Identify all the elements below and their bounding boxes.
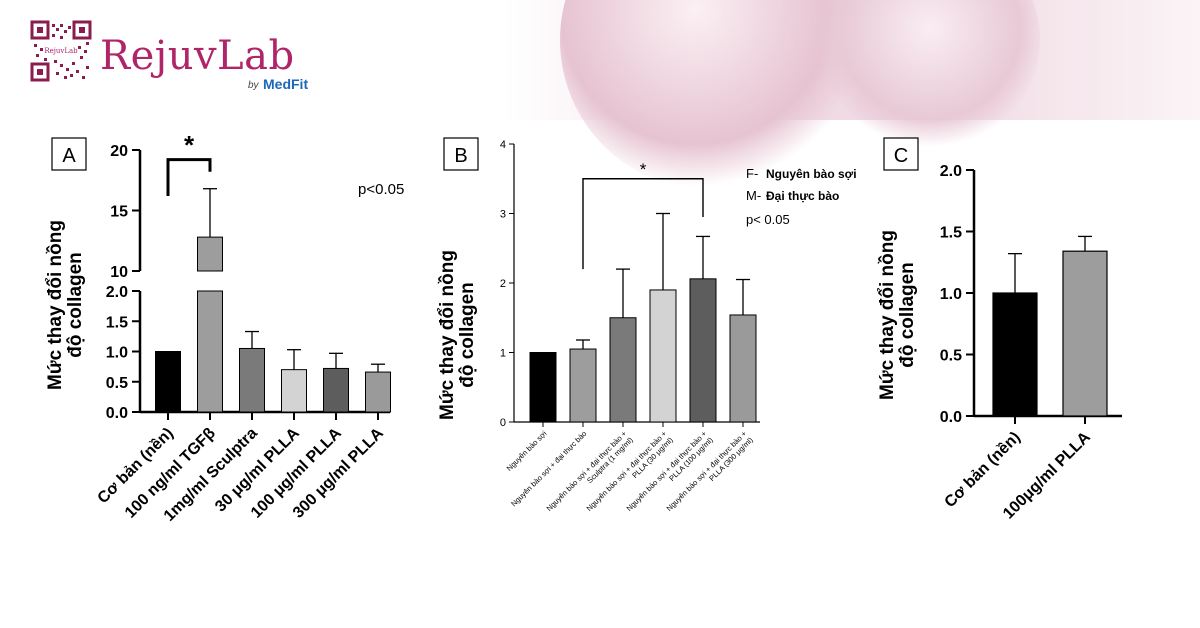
qr-module [52, 24, 55, 27]
significance-star: * [184, 130, 195, 160]
p-value-annotation: p< 0.05 [746, 212, 790, 227]
qr-module [72, 62, 75, 65]
panel-label-box [883, 137, 919, 171]
qr-module [68, 26, 71, 29]
bar [155, 351, 181, 413]
y-tick-label: 4 [500, 139, 506, 151]
significance-star: * [640, 160, 647, 179]
qr-code-icon: RejuvLab [30, 20, 92, 82]
bar [365, 371, 391, 413]
x-tick-label-line: Nguyên bào sợi + đại thực bào [509, 429, 588, 508]
bar [609, 317, 637, 423]
x-tick-label-line: Nguyên bào sợi + đại thực bào + [545, 429, 629, 513]
y-tick-label: 1.5 [940, 225, 962, 242]
qr-module [64, 76, 67, 79]
brand-logo: RejuvLab [100, 33, 295, 79]
bar [323, 367, 349, 413]
y-tick-label: 0 [500, 417, 506, 429]
qr-module [60, 64, 63, 67]
qr-module [86, 66, 89, 69]
y-tick-label: 0.5 [106, 375, 128, 392]
y-axis-label: Mức thay đổi nồngđộ collagen [437, 250, 478, 420]
bar [569, 348, 597, 423]
panel-label: C [894, 145, 908, 167]
qr-module [44, 58, 47, 61]
y-tick-label: 0.0 [940, 409, 962, 426]
chart-b: B Mức thay đổi nồngđộ collagen 0 1 2 3 4 Nguyên… [437, 137, 857, 513]
bar [689, 278, 717, 423]
qr-module [56, 28, 59, 31]
qr-module [76, 70, 79, 73]
qr-module [60, 24, 63, 27]
qr-module [56, 72, 59, 75]
panel-label: B [454, 145, 467, 167]
qr-module [82, 76, 85, 79]
y-tick-label: 1 [500, 348, 506, 360]
y-axis-label-line2: độ collagen [65, 252, 86, 358]
qr-logo-text: RejuvLab [44, 47, 78, 55]
legend-key: F- [746, 166, 758, 181]
bar [197, 290, 223, 413]
y-tick-label: 2 [500, 278, 506, 290]
y-tick-label: 1.0 [106, 345, 128, 362]
qr-module [70, 74, 73, 77]
partner-logo: MedFit [263, 76, 309, 92]
y-axis-label-line1: Mức thay đổi nồng [45, 220, 66, 390]
x-tick-label: Nguyên bào sợi + đại thực bào [509, 429, 588, 508]
bar [281, 369, 307, 413]
qr-module [60, 36, 63, 39]
y-axis-label-line1: Mức thay đổi nồng [437, 250, 458, 420]
bar [197, 236, 223, 272]
y-tick-label: 1.0 [940, 286, 962, 303]
y-axis-label: Mức thay đổi nồngđộ collagen [877, 230, 918, 400]
qr-module [64, 30, 67, 33]
panel-label-box [51, 137, 87, 171]
y-tick-label: 1.5 [106, 314, 128, 331]
bar [239, 347, 265, 413]
qr-module [54, 60, 57, 63]
header-banner [0, 0, 1200, 190]
significance-bracket [166, 158, 212, 196]
qr-module [66, 68, 69, 71]
y-tick-label: 2.0 [940, 163, 962, 180]
qr-module [86, 42, 89, 45]
panel-label: A [62, 145, 76, 167]
y-tick-label: 20 [110, 143, 128, 160]
y-axis-label: Mức thay đổi nồngđộ collagen [45, 220, 86, 390]
y-tick-label: 2.0 [106, 284, 128, 301]
x-tick-label-line: Nguyên bào sợi [505, 429, 549, 473]
y-tick-label: 3 [500, 209, 506, 221]
bar [649, 289, 677, 423]
y-tick-label: 0.5 [940, 348, 962, 365]
legend-text: Đại thực bào [766, 189, 839, 203]
bar [1062, 250, 1108, 417]
significance-bracket [582, 178, 704, 270]
qr-module [40, 48, 43, 51]
qr-module [80, 56, 83, 59]
p-value-annotation: p<0.05 [358, 181, 404, 198]
y-axis-label-line2: độ collagen [897, 262, 918, 368]
brand-by: by [248, 80, 259, 91]
bar [729, 314, 757, 423]
legend-key: M- [746, 188, 761, 203]
bar [992, 292, 1038, 417]
y-tick-label: 15 [110, 204, 128, 221]
panel-label-box [443, 137, 479, 171]
bar [529, 352, 557, 423]
chart-c: C Mức thay đổi nồngđộ collagen 0.0 0.5 1.0 1.… [877, 137, 1122, 523]
x-tick-label: Nguyên bào sợi [505, 429, 549, 473]
y-axis-label-line2: độ collagen [457, 282, 478, 388]
qr-module [84, 50, 87, 53]
chart-a: A Mức thay đổi nồngđộ collagen 0.0 0.5 1.0 1.… [45, 130, 404, 525]
qr-module [52, 34, 55, 37]
y-tick-label: 10 [110, 264, 128, 281]
qr-module [34, 44, 37, 47]
legend-text: Nguyên bào sợi [766, 167, 857, 181]
y-axis-label-line1: Mức thay đổi nồng [877, 230, 898, 400]
qr-module [36, 54, 39, 57]
y-tick-label: 0.0 [106, 405, 128, 422]
qr-module [78, 46, 81, 49]
